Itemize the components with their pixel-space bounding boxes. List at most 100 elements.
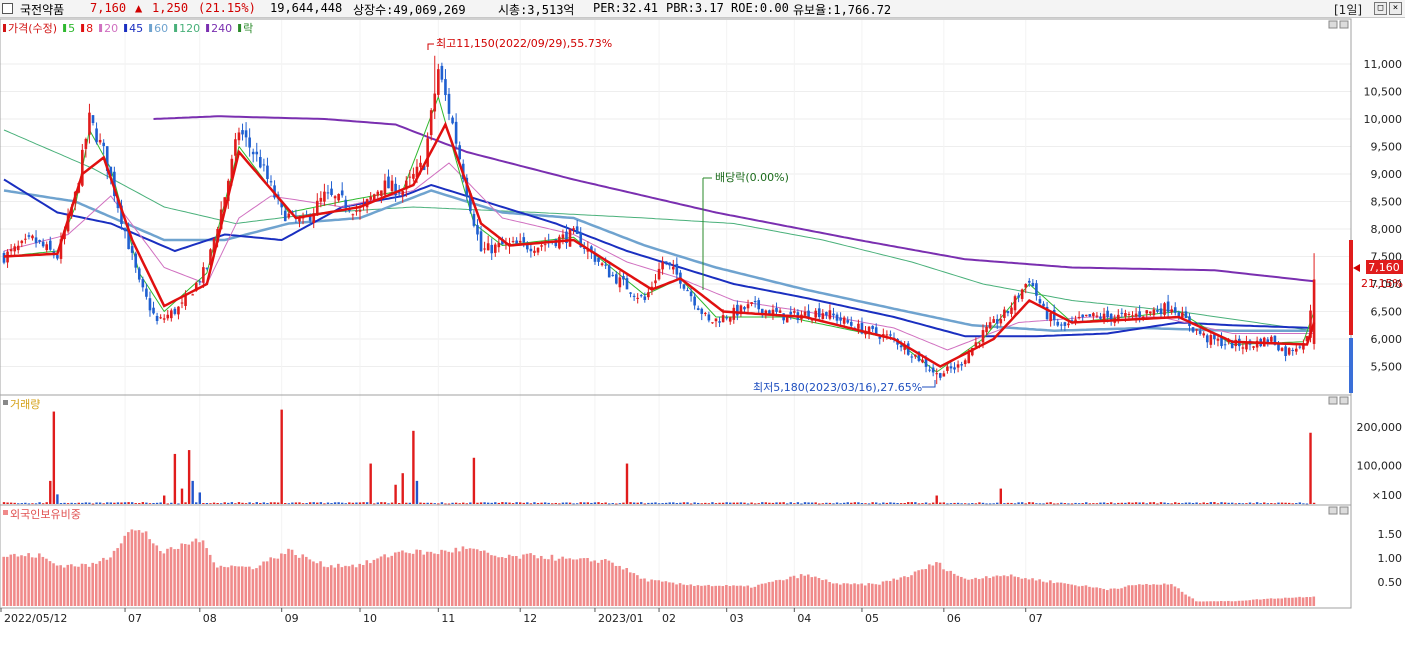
close-icon[interactable]: × xyxy=(1389,2,1402,15)
foreign-holding-bar xyxy=(283,554,287,606)
volume-bar xyxy=(312,502,315,504)
volume-bar xyxy=(6,502,9,504)
volume-bar xyxy=(1273,503,1277,505)
foreign-holding-bar xyxy=(23,556,27,606)
foreign-holding-bar xyxy=(468,548,472,606)
volume-bar xyxy=(988,503,992,505)
candle-down xyxy=(1205,335,1209,343)
volume-bar xyxy=(1287,502,1291,504)
volume-bar xyxy=(202,503,205,504)
foreign-holding-bar xyxy=(16,556,20,606)
foreign-panel-maximize-icon[interactable] xyxy=(1339,506,1349,515)
volume-bar xyxy=(860,502,864,504)
candle-up xyxy=(1131,315,1134,317)
volume-bar xyxy=(1259,503,1262,505)
x-tick-label: 11 xyxy=(441,612,455,625)
foreign-holding-bar xyxy=(928,564,931,606)
foreign-holding-bar xyxy=(1063,583,1066,606)
candle-up xyxy=(223,197,227,212)
candle-up xyxy=(20,240,24,244)
candle-up xyxy=(380,190,383,196)
legend-label[interactable]: 60 xyxy=(154,22,168,35)
volume-tick-label: 100,000 xyxy=(1357,459,1403,472)
candle-down xyxy=(326,192,330,194)
foreign-holding-bar xyxy=(112,550,116,606)
volume-bar xyxy=(568,502,572,504)
legend-label[interactable]: 락 xyxy=(243,22,253,35)
volume-bar xyxy=(1305,503,1309,505)
volume-bar xyxy=(84,502,88,504)
legend-label[interactable]: 8 xyxy=(86,22,93,35)
candle-down xyxy=(743,307,746,310)
volume-bar xyxy=(921,503,924,504)
volume-bar xyxy=(479,502,483,504)
candle-down xyxy=(1220,337,1223,347)
foreign-holding-bar xyxy=(458,551,461,606)
foreign-holding-bar xyxy=(394,552,397,606)
foreign-holding-bar xyxy=(504,558,507,606)
candle-up xyxy=(16,245,20,251)
foreign-holding-bar xyxy=(575,559,579,606)
volume-bar xyxy=(743,502,746,504)
volume-bar xyxy=(992,503,995,505)
foreign-holding-bar xyxy=(1205,601,1209,606)
volume-bar xyxy=(387,503,390,505)
volume-panel-maximize-icon[interactable] xyxy=(1339,396,1349,405)
volume-bar-series xyxy=(2,409,1316,505)
foreign-holding-bar xyxy=(62,567,66,606)
restore-icon[interactable]: □ xyxy=(1374,2,1387,15)
volume-bar xyxy=(1106,503,1109,504)
candle-up xyxy=(237,132,241,141)
foreign-holding-bar xyxy=(322,566,326,606)
volume-bar xyxy=(771,502,775,504)
candle-down xyxy=(1060,324,1063,326)
float-rate: 유보율:1,766.72 xyxy=(793,3,892,17)
current-price-tag xyxy=(1366,260,1403,274)
foreign-holding-bar xyxy=(1091,587,1095,606)
candle-up xyxy=(209,249,212,265)
volume-panel-minimize-icon[interactable] xyxy=(1328,396,1338,405)
foreign-holding-bar xyxy=(938,562,942,606)
low-annotation: 최저5,180(2023/03/16),27.65% xyxy=(753,380,936,394)
period-selector[interactable]: [1일] xyxy=(1334,3,1363,17)
candle-up xyxy=(978,342,981,344)
foreign-holding-bar xyxy=(1173,586,1177,606)
volume-bar xyxy=(248,502,251,504)
foreign-holding-bar xyxy=(742,586,746,606)
legend-label[interactable]: 240 xyxy=(211,22,232,35)
foreign-holding-bar xyxy=(970,579,974,606)
legend-label[interactable]: 45 xyxy=(129,22,143,35)
volume-bar xyxy=(910,502,913,504)
volume-bar xyxy=(1245,503,1248,504)
volume-bar xyxy=(1149,502,1152,504)
volume-bar xyxy=(337,502,340,504)
legend-label[interactable]: 가격(수정) xyxy=(8,22,57,35)
volume-bar xyxy=(230,502,234,504)
candle-up xyxy=(351,214,355,216)
volume-bar xyxy=(590,502,593,504)
x-tick-label: 09 xyxy=(285,612,299,625)
volume-bar xyxy=(850,502,853,504)
foreign-holding-bar xyxy=(1223,601,1227,606)
volume-bar xyxy=(672,502,675,504)
volume-bar xyxy=(753,503,757,505)
foreign-panel-minimize-icon[interactable] xyxy=(1328,506,1338,515)
candle-down xyxy=(1045,306,1049,320)
legend-label[interactable]: 20 xyxy=(104,22,118,35)
price-panel-minimize-icon[interactable] xyxy=(1328,20,1338,29)
candle-up xyxy=(650,286,654,289)
stock-name[interactable]: 국전약품 xyxy=(20,3,65,17)
foreign-holding-bar xyxy=(450,552,454,606)
candle-up xyxy=(974,342,978,347)
volume-bar xyxy=(721,502,725,504)
foreign-holding-bar xyxy=(500,557,504,606)
select-checkbox[interactable] xyxy=(2,3,13,14)
legend-label[interactable]: 120 xyxy=(179,22,200,35)
legend-label[interactable]: 5 xyxy=(68,22,75,35)
candle-down xyxy=(134,253,138,268)
volume-bar xyxy=(1045,502,1049,504)
price-panel-maximize-icon[interactable] xyxy=(1339,20,1349,29)
candle-down xyxy=(917,351,921,361)
volume-bar xyxy=(732,502,735,504)
volume-bar xyxy=(152,502,155,504)
